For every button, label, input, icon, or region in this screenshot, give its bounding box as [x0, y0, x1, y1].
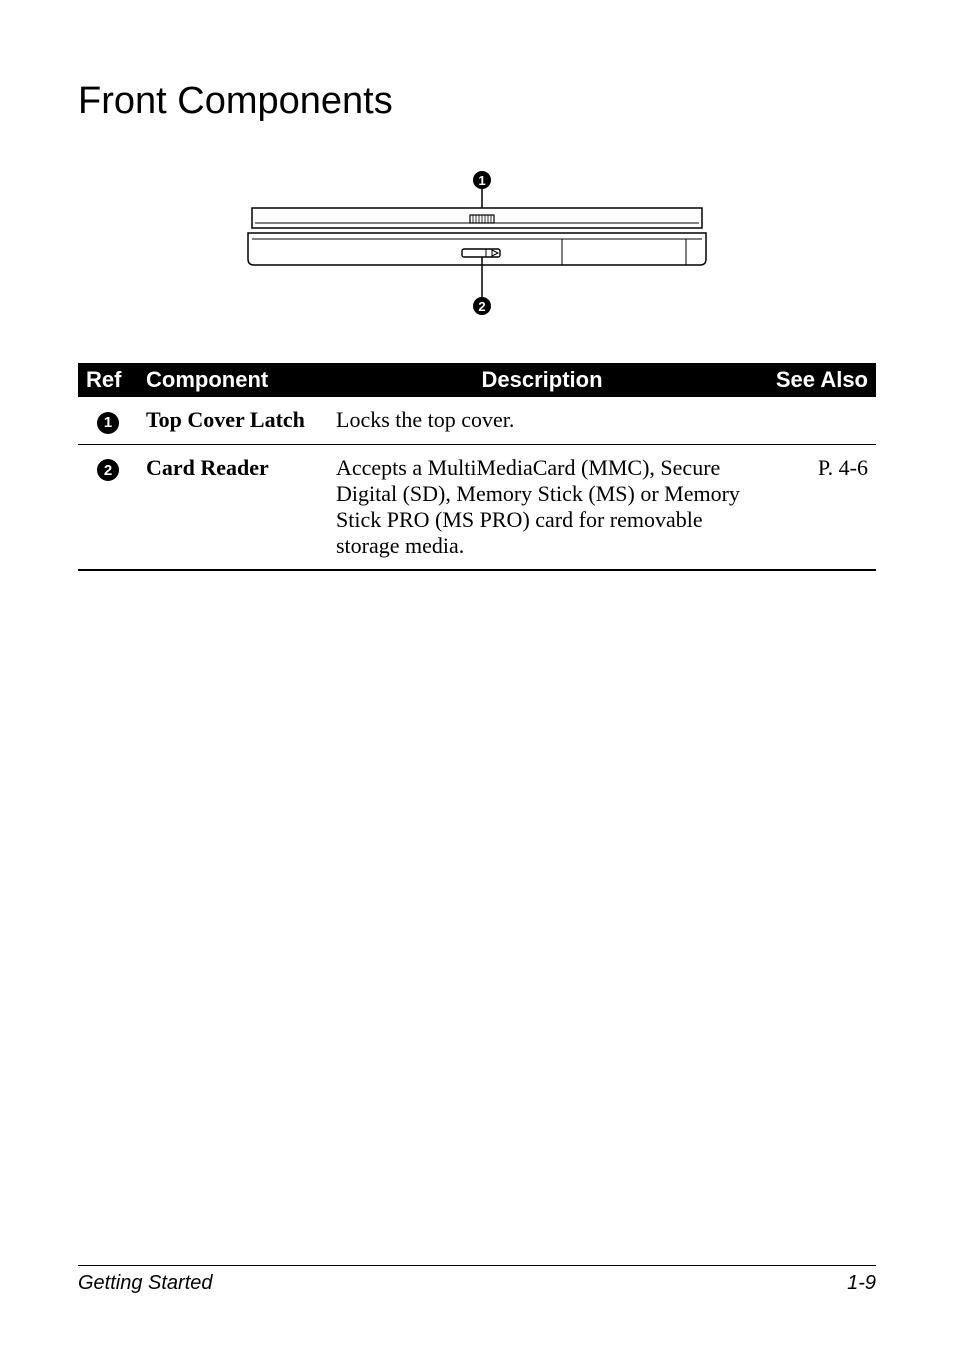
- header-component: Component: [138, 363, 328, 397]
- footer-page-number: 1-9: [847, 1272, 876, 1295]
- footer-section: Getting Started: [78, 1272, 213, 1295]
- callout-1-icon: 1: [478, 173, 485, 188]
- component-cell: Top Cover Latch: [138, 397, 328, 444]
- page-footer: Getting Started 1-9: [78, 1265, 876, 1295]
- header-see-also: See Also: [756, 363, 876, 397]
- ref-badge-icon: 1: [97, 412, 119, 434]
- front-view-diagram: 1: [242, 163, 712, 323]
- page-title: Front Components: [78, 80, 876, 123]
- diagram-container: 1: [78, 163, 876, 323]
- ref-cell: 2: [78, 444, 138, 570]
- table-row: 2 Card Reader Accepts a MultiMediaCard (…: [78, 444, 876, 570]
- component-cell: Card Reader: [138, 444, 328, 570]
- ref-cell: 1: [78, 397, 138, 444]
- callout-2-icon: 2: [478, 299, 485, 314]
- description-cell: Accepts a MultiMediaCard (MMC), Secure D…: [328, 444, 756, 570]
- header-description: Description: [328, 363, 756, 397]
- components-table: Ref Component Description See Also 1 Top…: [78, 363, 876, 571]
- ref-badge-icon: 2: [97, 459, 119, 481]
- table-row: 1 Top Cover Latch Locks the top cover.: [78, 397, 876, 444]
- description-cell: Locks the top cover.: [328, 397, 756, 444]
- see-also-cell: [756, 397, 876, 444]
- table-header-row: Ref Component Description See Also: [78, 363, 876, 397]
- header-ref: Ref: [78, 363, 138, 397]
- see-also-cell: P. 4-6: [756, 444, 876, 570]
